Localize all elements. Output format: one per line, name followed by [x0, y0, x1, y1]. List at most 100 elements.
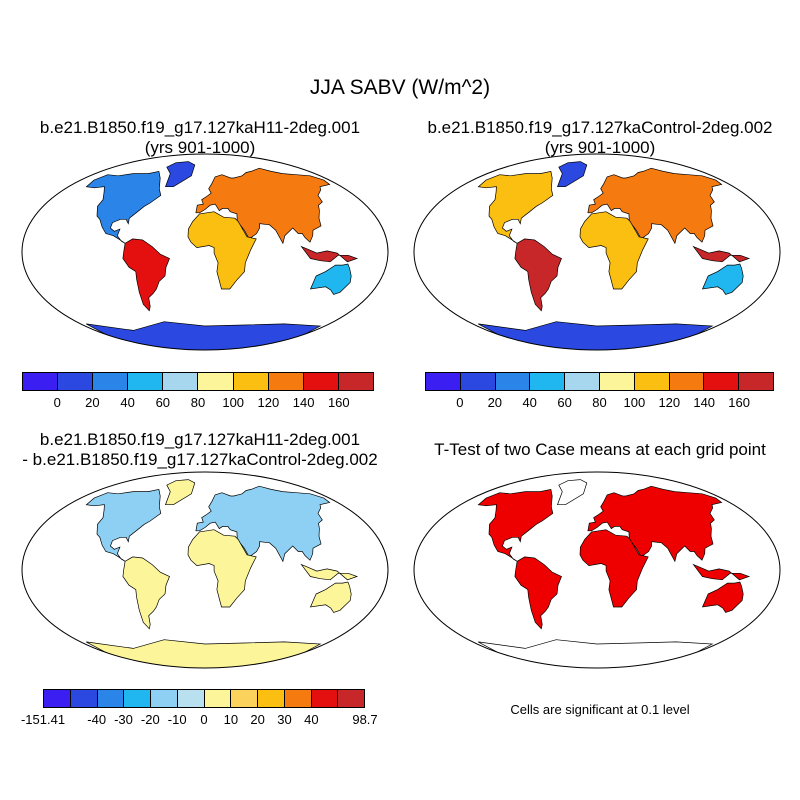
landmass-africa [579, 211, 649, 290]
landmass-antarctica [478, 639, 714, 668]
colorbar-swatch [44, 690, 71, 707]
case2-title-line2: (yrs 901-1000) [544, 138, 656, 157]
colorbar-swatch [233, 373, 269, 390]
colorbar-swatch [599, 373, 635, 390]
colorbar-tick-label: 20 [85, 395, 100, 410]
landmass-australia [701, 581, 744, 613]
colorbar-tick-label: -20 [140, 712, 160, 727]
diff-title-line2: - b.e21.B1850.f19_g17.127kaControl-2deg.… [22, 450, 378, 469]
landmass-north-america [477, 488, 554, 562]
landmass-greenland [556, 479, 588, 506]
ttest-map [413, 471, 781, 669]
colorbar-tick-label: -10 [167, 712, 187, 727]
landmass-north-america [85, 488, 162, 562]
colorbar-swatch [669, 373, 705, 390]
map-border [21, 153, 389, 351]
colorbar-tick-label: -30 [114, 712, 133, 727]
colorbar-tick-label: 140 [292, 395, 315, 410]
colorbar-tick-label: -40 [87, 712, 107, 727]
landmass-australia [701, 263, 744, 295]
landmass-indonesia [300, 245, 359, 263]
landmass-south-america [514, 556, 562, 630]
colorbar-tick-label: 0 [456, 395, 464, 410]
landmass-eurasia [587, 485, 723, 563]
case1-colorbar-labels: 0 20 40 60 80 100 120 140 160 [22, 395, 374, 413]
colorbar-swatch [93, 373, 129, 390]
colorbar-swatch [460, 373, 496, 390]
landmass-south-america [514, 238, 562, 312]
colorbar-tick-label: 60 [155, 395, 171, 410]
ttest-title: T-Test of two Case means at each grid po… [434, 440, 766, 459]
colorbar-tick-label: 40 [304, 712, 319, 727]
colorbar-tick-label: 160 [327, 395, 350, 410]
landmass-greenland [164, 479, 196, 506]
colorbar-tick-label: 80 [592, 395, 607, 410]
colorbar-tick-label: 100 [623, 395, 646, 410]
landmass-indonesia [692, 563, 751, 581]
colorbar-swatch [495, 373, 531, 390]
colorbar-swatch [311, 690, 339, 707]
colorbar-swatch [268, 373, 304, 390]
colorbar-tick-label: 0 [200, 712, 208, 727]
landmass-antarctica [86, 321, 322, 350]
colorbar-swatch [163, 373, 199, 390]
colorbar-swatch [739, 373, 773, 390]
diff-colorbar-labels: -151.41 -40 -30 -20 -10 0 10 20 30 40 98.7 [21, 712, 378, 730]
landmass-australia [309, 581, 352, 613]
map-border [21, 471, 389, 669]
colorbar-tick-label: 30 [277, 712, 292, 727]
colorbar-swatch [23, 373, 59, 390]
colorbar-swatch [128, 373, 164, 390]
case1-title: b.e21.B1850.f19_g17.127kaH11-2deg.001 (y… [0, 118, 400, 158]
diff-title-line1: b.e21.B1850.f19_g17.127kaH11-2deg.001 [39, 430, 361, 449]
colorbar-swatch [426, 373, 461, 390]
colorbar-swatch [124, 690, 151, 707]
diff-colorbar [43, 689, 365, 708]
landmass-south-america [122, 238, 170, 312]
colorbar-swatch [338, 373, 373, 390]
colorbar-tick-label: 160 [728, 395, 750, 410]
landmass-australia [309, 263, 352, 295]
colorbar-tick-label: 98.7 [352, 712, 378, 727]
landmass-indonesia [692, 245, 751, 263]
landmass-north-america [477, 170, 554, 244]
case2-colorbar [425, 372, 774, 391]
landmass-africa [187, 529, 257, 608]
colorbar-tick-label: 120 [658, 395, 681, 410]
case2-title-line1: b.e21.B1850.f19_g17.127kaControl-2deg.00… [427, 118, 773, 137]
figure-title: JJA SABV (W/m^2) [309, 76, 491, 99]
map-border [413, 471, 781, 669]
colorbar-swatch [58, 373, 94, 390]
colorbar-swatch [704, 373, 740, 390]
colorbar-swatch [338, 690, 364, 707]
colorbar-tick-label: 140 [693, 395, 716, 410]
colorbar-swatch [204, 690, 232, 707]
map-border [413, 153, 781, 351]
landmass-greenland [164, 161, 196, 188]
landmass-africa [187, 211, 257, 290]
case1-colorbar [22, 372, 374, 391]
colorbar-tick-label: 0 [53, 395, 61, 410]
case2-title: b.e21.B1850.f19_g17.127kaControl-2deg.00… [400, 118, 800, 158]
significance-note: Cells are significant at 0.1 level [510, 702, 690, 717]
colorbar-tick-label: -151.41 [20, 712, 66, 727]
case1-title-line1: b.e21.B1850.f19_g17.127kaH11-2deg.001 [39, 118, 361, 137]
colorbar-swatch [231, 690, 258, 707]
colorbar-tick-label: 20 [250, 712, 265, 727]
colorbar-tick-label: 120 [257, 395, 280, 410]
colorbar-tick-label: 20 [487, 395, 503, 410]
landmass-indonesia [300, 563, 359, 581]
case1-title-line2: (yrs 901-1000) [144, 138, 256, 157]
diff-map [21, 471, 389, 669]
colorbar-tick-label: 80 [190, 395, 206, 410]
colorbar-swatch [303, 373, 339, 390]
colorbar-tick-label: 40 [522, 395, 537, 410]
case2-colorbar-labels: 0 20 40 60 80 100 120 140 160 [425, 395, 774, 413]
landmass-eurasia [195, 167, 331, 245]
colorbar-swatch [634, 373, 670, 390]
colorbar-swatch [70, 690, 98, 707]
colorbar-tick-label: 10 [223, 712, 239, 727]
diff-title: b.e21.B1850.f19_g17.127kaH11-2deg.001 - … [0, 430, 400, 470]
colorbar-tick-label: 100 [222, 395, 245, 410]
case1-map [21, 153, 389, 351]
